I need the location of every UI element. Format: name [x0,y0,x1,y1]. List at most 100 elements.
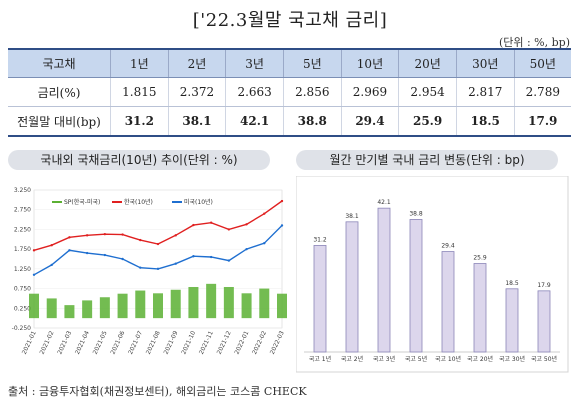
us-10y-line-point [156,267,160,271]
unit-note: (단위 : %, bp) [498,36,570,49]
spread-bar [223,286,234,319]
x-tick-label: 2022-01 [233,330,250,356]
x-tick-label: 2021-05 [92,330,109,356]
table-cell: 2.789 [513,77,571,107]
bar-value-label: 29.4 [441,243,455,250]
spread-bar [99,297,110,319]
header-cell: 3년 [225,48,284,78]
bar-value-label: 42.1 [377,199,391,206]
spread-bar [188,286,199,319]
korea-10y-line-point [32,249,36,252]
table-cell: 2.663 [225,77,284,107]
y-tick-label: 1.750 [14,246,31,253]
x-tick-label: 2021-11 [198,330,215,356]
korea-10y-line-point [85,234,89,237]
row-label: 전월말 대비(bp) [8,106,111,137]
table-cell: 2.817 [455,77,515,107]
page-title: ['22.3월말 국고채 금리] [192,10,388,31]
table-row: 전월말 대비(bp) 31.2 38.1 42.1 38.8 29.4 25.9… [8,106,571,137]
korea-10y-line-point [263,212,266,215]
spread-bar [241,293,252,319]
table-cell: 2.969 [340,77,399,107]
left-chart-title: 국내외 국채금리(10년) 추이(단위 : %) [8,150,270,170]
category-label: 국고 10년 [435,355,461,363]
korea-10y-line-point [103,232,107,236]
table-cell: 17.9 [513,106,571,137]
bar-value-label: 38.1 [345,213,359,220]
category-label: 국고 50년 [531,355,557,363]
spread-bar [135,290,146,319]
us-10y-line-point [209,255,213,259]
korea-10y-line-point [280,199,284,203]
korea-10y-line-point [68,236,71,239]
us-10y-line-point [68,249,71,252]
us-10y-line-point [139,266,142,269]
table-row: 금리(%) 1.815 2.372 2.663 2.856 2.969 2.95… [8,77,571,107]
x-tick-label: 2022-02 [251,330,268,356]
x-tick-label: 2021-08 [145,330,162,356]
spread-bar [82,300,93,319]
row-label: 금리(%) [8,77,111,107]
x-tick-label: 2022-03 [269,330,286,356]
bar-value-label: 38.8 [409,210,423,217]
header-cell: 20년 [398,48,457,78]
bar-value-label: 18.5 [505,280,519,287]
header-cell: 1년 [110,48,169,78]
us-10y-line-point [280,224,284,227]
korea-10y-line-point [121,233,124,236]
bar [377,207,391,353]
x-tick-label: 2021-12 [216,330,233,356]
y-tick-label: 2.250 [14,226,31,233]
us-10y-line-point [192,255,195,258]
table-cell: 38.1 [167,106,226,137]
korea-10y-line-point [192,223,195,227]
korea-10y-line-point [245,223,248,226]
table-header-row: 국고채 1년 2년 3년 5년 10년 20년 30년 50년 [8,48,571,78]
us-10y-line-point [174,262,177,265]
header-cell: 5년 [282,48,342,78]
x-tick-label: 2021-02 [39,330,56,356]
legend-label: 미국(10년) [184,198,213,206]
us-10y-line-point [245,247,248,251]
spread-bar [277,293,287,319]
x-tick-label: 2021-10 [180,330,197,356]
rates-table: 국고채 1년 2년 3년 5년 10년 20년 30년 50년 금리(%) 1.… [8,48,571,137]
y-tick-label: -0.250 [12,325,32,332]
us-10y-line-point [103,253,107,257]
category-label: 국고 20년 [467,355,493,363]
category-label: 국고 30년 [499,355,525,363]
x-tick-label: 2021-04 [74,330,91,356]
spread-bar [259,288,270,319]
table-cell: 18.5 [455,106,515,137]
table-cell: 25.9 [398,106,457,137]
y-tick-label: 0.750 [14,286,31,293]
bar [345,221,359,353]
us-10y-line-point [263,242,266,245]
spread-bar [46,298,57,319]
table-cell: 42.1 [225,106,284,137]
category-label: 국고 1년 [309,355,331,363]
korea-10y-line-point [50,244,53,247]
header-cell: 10년 [340,48,399,78]
source-note: 출처 : 금융투자협회(채권정보센터), 해외금리는 코스콤 CHECK [8,385,307,398]
table-cell: 2.954 [398,77,457,107]
table-cell: 38.8 [282,106,342,137]
bar [473,263,487,353]
bar-value-label: 17.9 [537,282,551,289]
category-label: 국고 5년 [405,355,427,363]
table-cell: 1.815 [110,77,169,107]
table-cell: 31.2 [110,106,169,137]
x-tick-label: 2021-07 [127,330,144,356]
chart-frame [296,176,569,373]
header-cell: 50년 [513,48,571,78]
legend-label: 한국(10년) [124,198,153,206]
bar-value-label: 25.9 [473,255,487,262]
spread-bar [64,305,75,319]
y-tick-label: 1.250 [14,266,31,273]
header-cell: 2년 [167,48,226,78]
korea-10y-line-point [156,242,160,246]
spread-bar [206,283,217,319]
rate-trend-chart: 3.250 2.750 2.250 1.750 1.250 0.750 0.250 -0.25… [12,187,287,356]
y-tick-label: 3.250 [14,187,31,194]
header-cell: 30년 [455,48,515,78]
